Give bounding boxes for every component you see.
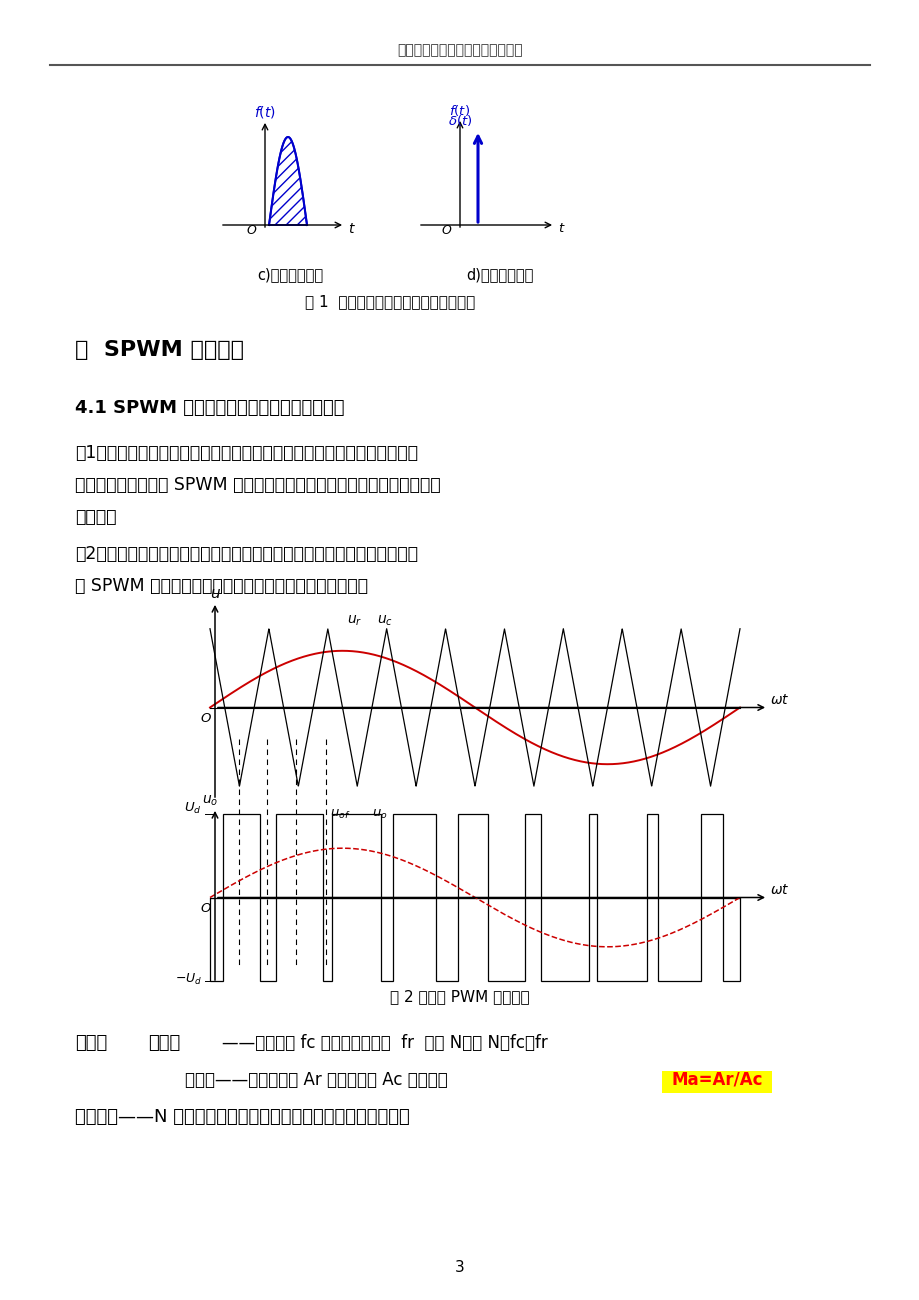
Text: 其中：: 其中： — [75, 1034, 108, 1052]
Text: $u_{of}$: $u_{of}$ — [329, 809, 350, 822]
Text: $O$: $O$ — [245, 224, 256, 237]
Text: $U_d$: $U_d$ — [184, 801, 202, 816]
Text: $t$: $t$ — [558, 222, 565, 235]
Bar — [646, 814, 657, 897]
Bar — [260, 897, 276, 982]
Text: d)单位脉冲函数: d)单位脉冲函数 — [466, 268, 533, 282]
Text: 3: 3 — [455, 1261, 464, 1275]
Bar — [700, 814, 722, 897]
Text: （1）如果在正弦调制波的半个周期内，三角载波只在正或负的一种极性范: （1）如果在正弦调制波的半个周期内，三角载波只在正或负的一种极性范 — [75, 445, 417, 461]
Text: 制方式。: 制方式。 — [75, 508, 117, 526]
Text: $\omega t$: $\omega t$ — [769, 884, 789, 897]
Bar — [488, 897, 525, 982]
Text: $u_o$: $u_o$ — [201, 794, 218, 809]
Bar — [657, 897, 700, 982]
Text: 华东交通大学电气与电子工程学院: 华东交通大学电气与电子工程学院 — [397, 43, 522, 57]
Bar — [276, 814, 323, 897]
Text: 图 1  形状不同而冲量相同的各种窄脉冲: 图 1 形状不同而冲量相同的各种窄脉冲 — [304, 295, 474, 309]
Bar — [332, 814, 381, 897]
Text: c)正弦半波脉冲: c)正弦半波脉冲 — [256, 268, 323, 282]
Text: $f(t)$: $f(t)$ — [254, 104, 276, 120]
Bar — [588, 814, 596, 897]
Text: 载波比: 载波比 — [148, 1034, 180, 1052]
Text: ——载波频率 fc 与调制信号频率  fr  之比 N，既 N＝fc／fr: ——载波频率 fc 与调制信号频率 fr 之比 N，既 N＝fc／fr — [221, 1034, 547, 1052]
Text: $\delta(t)$: $\delta(t)$ — [448, 113, 471, 129]
Text: $O$: $O$ — [199, 901, 211, 914]
Text: Ma=Ar/Ac: Ma=Ar/Ac — [671, 1071, 762, 1089]
Text: $u_r$: $u_r$ — [347, 614, 362, 628]
Text: 调制度——调制波幅值 Ar 与载波幅值 Ac 之比，即: 调制度——调制波幅值 Ar 与载波幅值 Ac 之比，即 — [185, 1071, 452, 1089]
Text: $f(t)$: $f(t)$ — [449, 103, 470, 117]
Bar — [458, 814, 488, 897]
Bar — [525, 814, 540, 897]
Text: $u_c$: $u_c$ — [377, 614, 392, 628]
Text: $-U_d$: $-U_d$ — [175, 972, 202, 987]
Text: $O$: $O$ — [199, 711, 211, 724]
Text: $\omega t$: $\omega t$ — [769, 693, 789, 707]
Text: 四  SPWM 控制方式: 四 SPWM 控制方式 — [75, 341, 244, 360]
Bar — [323, 897, 332, 982]
Text: 则 SPWM 波也是在正负之间变化，叫做双极性控制方式。: 则 SPWM 波也是在正负之间变化，叫做双极性控制方式。 — [75, 577, 368, 595]
Bar — [722, 897, 739, 982]
Text: （2）如果在正弦调制波半个周期内，三角载波在正负极性之间连续变化，: （2）如果在正弦调制波半个周期内，三角载波在正负极性之间连续变化， — [75, 545, 417, 563]
Bar — [392, 814, 436, 897]
Text: 同步调制——N 等于常数，并在变频时使载波和信号波保持同步。: 同步调制——N 等于常数，并在变频时使载波和信号波保持同步。 — [75, 1108, 409, 1126]
Bar — [381, 897, 392, 982]
Text: $u_o$: $u_o$ — [372, 809, 388, 822]
Bar — [436, 897, 458, 982]
Text: $t$: $t$ — [347, 222, 356, 237]
Bar — [210, 897, 223, 982]
Text: 4.1 SPWM 包括单极性和双极性两种调制方法: 4.1 SPWM 包括单极性和双极性两种调制方法 — [75, 399, 344, 417]
Bar — [223, 814, 260, 897]
Polygon shape — [268, 136, 307, 225]
Bar — [596, 897, 646, 982]
Text: $O$: $O$ — [440, 224, 451, 237]
Bar — [662, 1071, 771, 1093]
Text: 图 2 双极性 PWM 控制方式: 图 2 双极性 PWM 控制方式 — [390, 989, 529, 1005]
Text: 围内变化，所得到的 SPWM 波也只处于一个极性的范围内，叫做单极性控: 围内变化，所得到的 SPWM 波也只处于一个极性的范围内，叫做单极性控 — [75, 476, 440, 494]
Text: $u$: $u$ — [210, 586, 221, 601]
Bar — [540, 897, 588, 982]
